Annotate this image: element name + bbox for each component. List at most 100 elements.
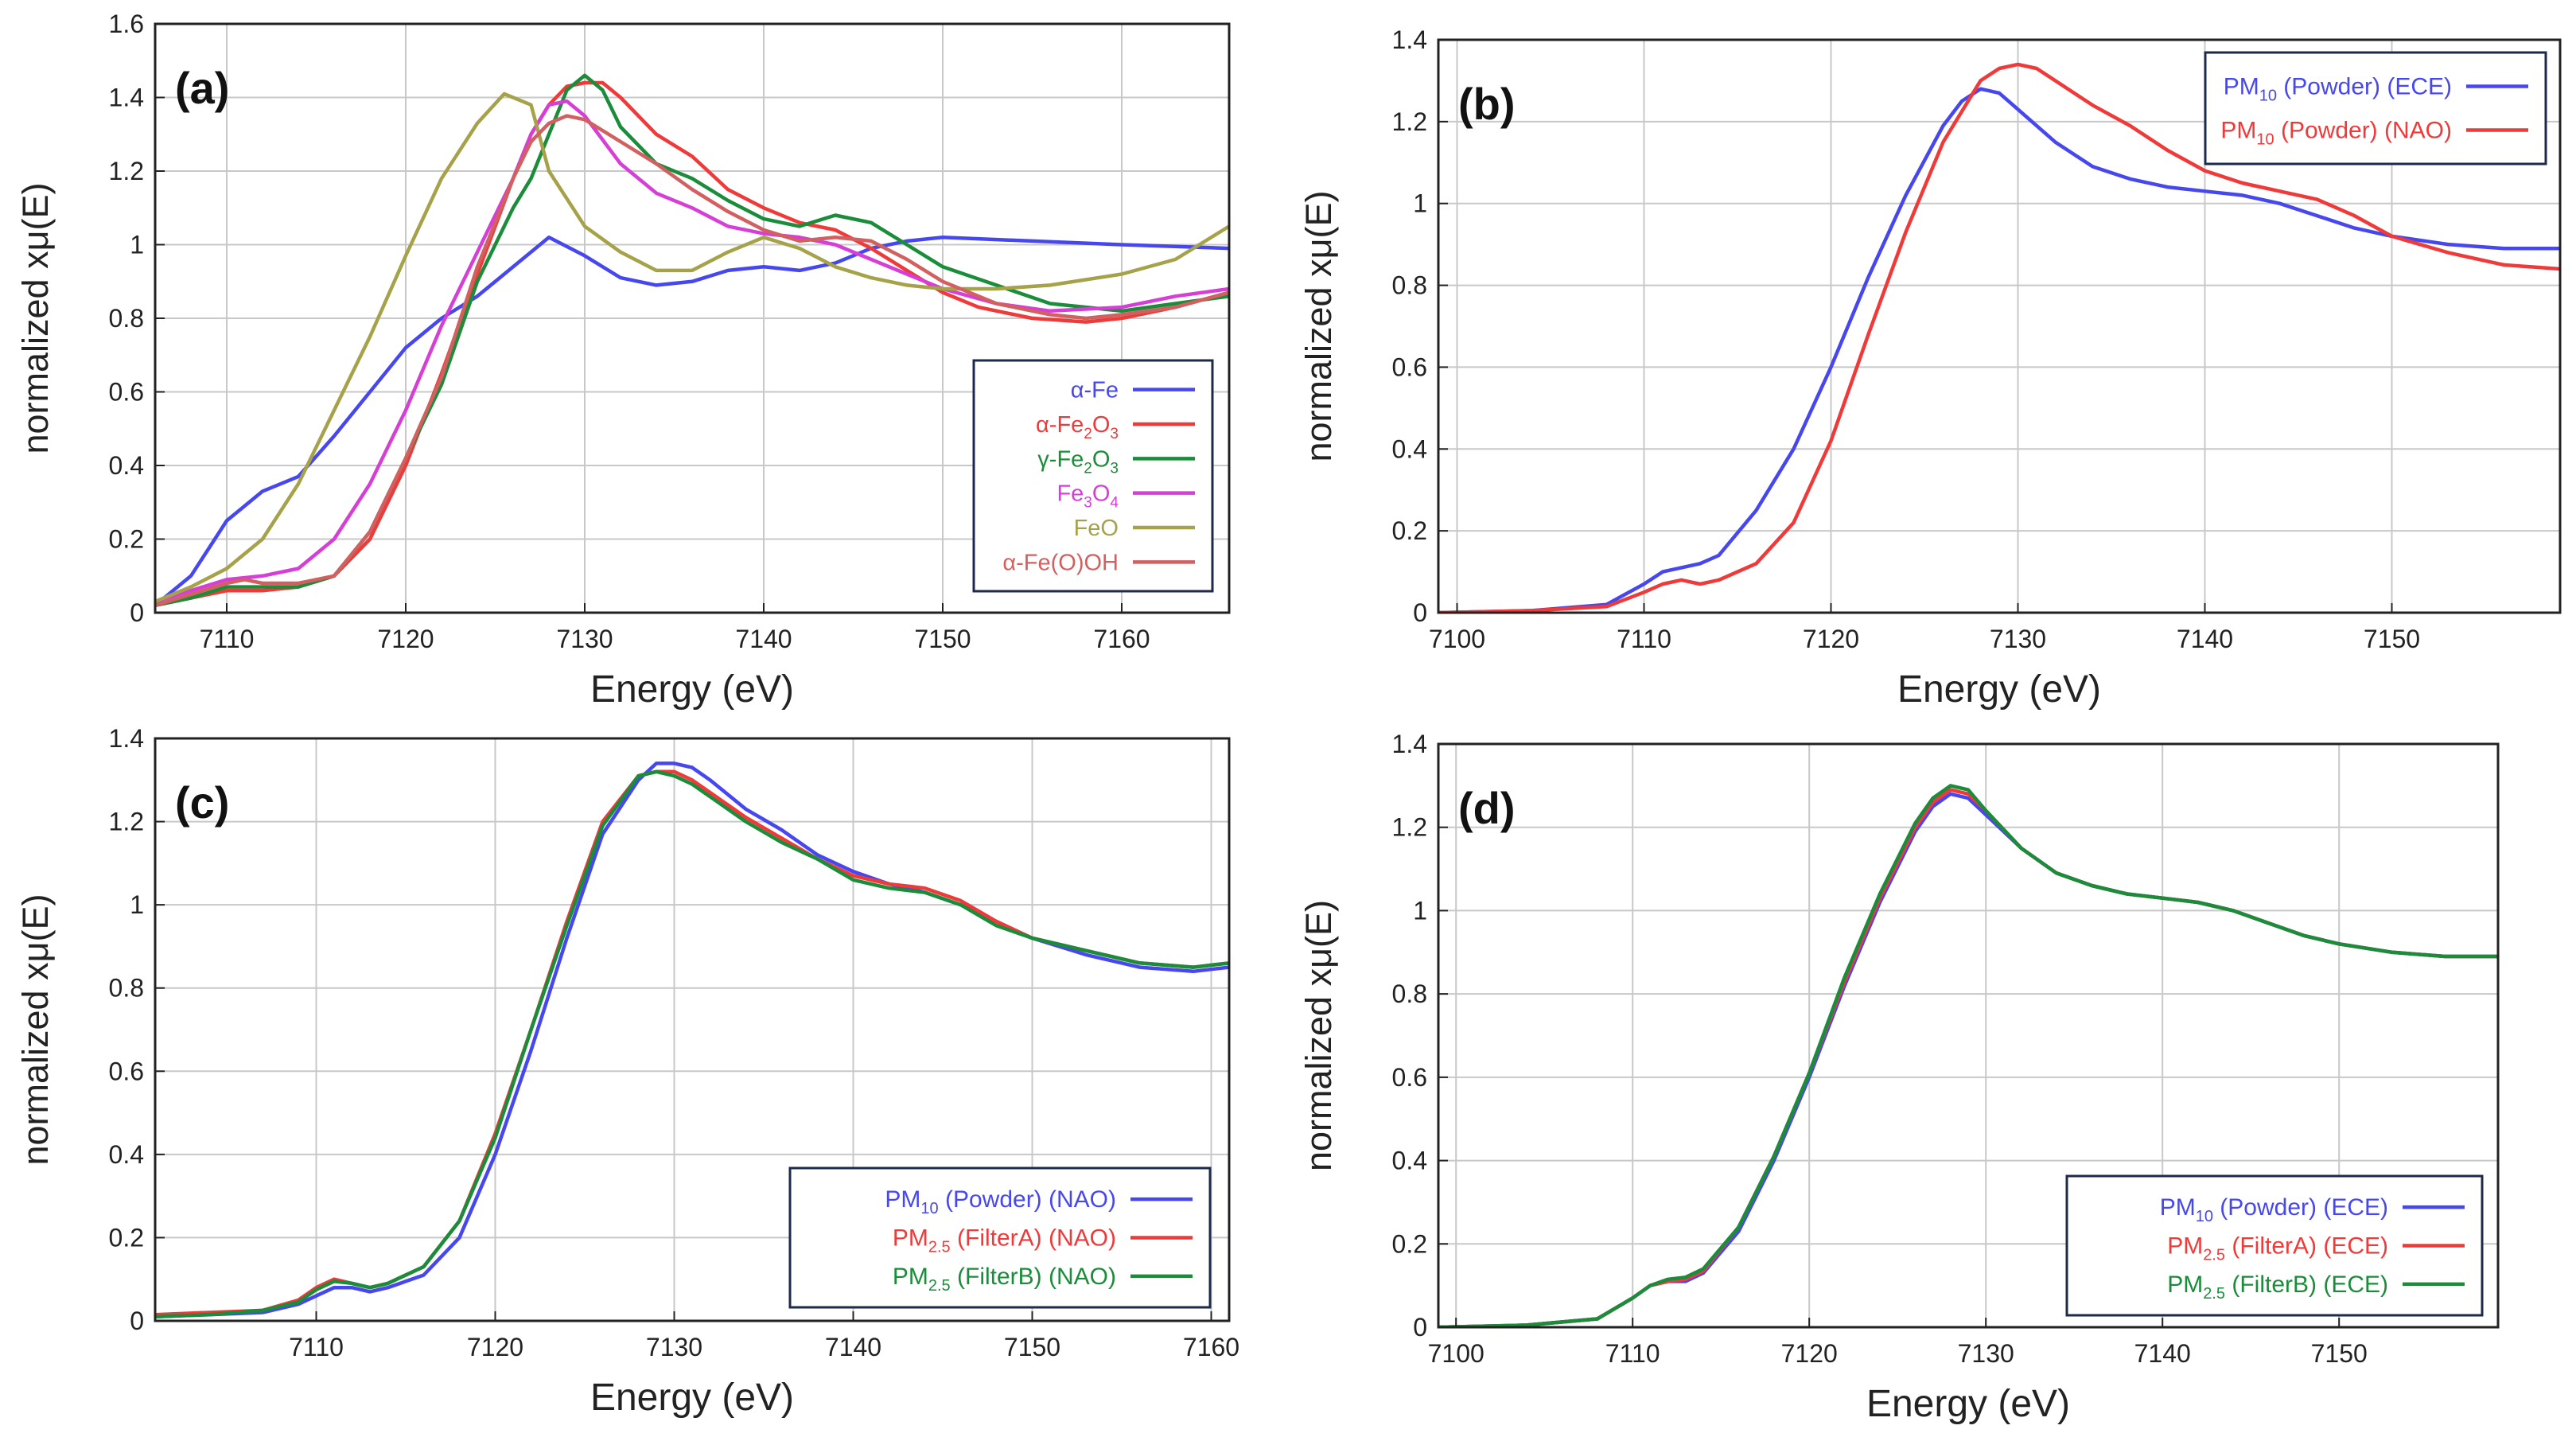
panel-d-x-axis-title: Energy (eV) <box>1866 1383 2070 1425</box>
panel-b-xtick-label: 7140 <box>2177 625 2233 653</box>
panel-c-ytick-label: 0.8 <box>109 974 144 1003</box>
panel-a-legend-entry-3: γ-Fe2O3 <box>1037 446 1119 477</box>
panel-a-y-axis-title-part-0: normalized x <box>15 251 56 454</box>
panel-c-label: (c) <box>175 777 229 828</box>
panel-c-x-axis-title: Energy (eV) <box>590 1377 794 1419</box>
panel-b-ytick-label: 0.8 <box>1392 271 1427 300</box>
panel-b-xtick-label: 7130 <box>1990 625 2046 653</box>
panel-c-frame <box>154 737 1231 1322</box>
panel-d-legend-entry-3-part-2: (FilterB) (ECE) <box>2225 1272 2388 1298</box>
panel-c-y-axis-title: normalized xμ(E) <box>15 894 56 1165</box>
panel-a-xtick-label: 7160 <box>1093 625 1150 653</box>
panel-a-y-axis-title-part-1: μ <box>15 230 56 251</box>
panel-a-series-group <box>155 73 1229 608</box>
panel-d-legend-entry-1-part-2: (Powder) (ECE) <box>2213 1194 2388 1221</box>
panel-d-ytick-label: 1.4 <box>1392 730 1427 758</box>
panel-a-legend-entry-2-part-3: 3 <box>1110 426 1119 442</box>
panel-c-legend-entry-1-part-0: PM <box>885 1186 920 1213</box>
panel-a-ytick-label: 0.6 <box>109 378 144 407</box>
panel-a-xtick-label: 7130 <box>556 625 613 653</box>
panel-a-legend-entry-1: α-Fe <box>1071 378 1119 403</box>
panel-d-legend-entry-2-part-2: (FilterA) (ECE) <box>2225 1233 2388 1260</box>
panel-a-ytick-label: 0 <box>130 598 144 627</box>
panel-a: 7110 7120 7130 7140 7150 7160 0 0.2 0.4 0.6 0.8 1 1.… <box>15 10 1231 711</box>
panel-a-series-6-line <box>155 114 1229 608</box>
panel-b-series-1-line <box>1438 87 2560 613</box>
panel-b-series-group <box>1438 62 2560 613</box>
panel-a-legend-entry-4-part-1: 3 <box>1084 495 1092 512</box>
panel-a-xtick-label: 7120 <box>377 625 434 653</box>
panel-d-y-axis-title-part-1: μ <box>1298 948 1339 968</box>
panel-d-label: (d) <box>1458 783 1516 833</box>
panel-d-legend-entry-2: PM2.5 (FilterA) (ECE) <box>2167 1233 2388 1264</box>
panel-a-legend-entry-4-part-2: O <box>1092 481 1111 507</box>
panel-a-ytick-label: 1.2 <box>109 157 144 185</box>
panel-b-label: (b) <box>1458 79 1516 129</box>
panel-b-legend-entry-1-part-0: PM <box>2224 74 2259 100</box>
panel-d-legend-entry-3-part-1: 2.5 <box>2203 1285 2225 1303</box>
panel-d-ytick-label: 1 <box>1413 896 1427 925</box>
panel-a-legend-entry-3-part-2: O <box>1092 446 1111 472</box>
panel-c-legend-entry-3-part-0: PM <box>893 1264 928 1290</box>
panel-d-y-axis-title-part-2: (E) <box>1298 900 1339 948</box>
panel-b-legend-entry-1-part-2: (Powder) (ECE) <box>2277 74 2452 100</box>
panel-a-legend-entry-2-part-1: 2 <box>1084 426 1092 442</box>
panel-b-y-axis-title: normalized xμ(E) <box>1298 190 1339 462</box>
panel-a-legend-entry-2: α-Fe2O3 <box>1036 412 1119 442</box>
panel-a-ytick-label: 1.4 <box>109 84 144 112</box>
panel-d-series-3-line <box>1438 784 2498 1327</box>
panel-d-ytick-label: 0.8 <box>1392 979 1427 1008</box>
panel-c-xtick-label: 7120 <box>467 1333 523 1361</box>
panel-a-series-4-line <box>155 99 1229 604</box>
panel-b-xtick-label: 7110 <box>1617 625 1671 653</box>
panel-d-ytick-label: 0 <box>1413 1313 1427 1342</box>
panel-c-ytick-label: 1.2 <box>109 808 144 836</box>
panel-c-legend-entry-1: PM10 (Powder) (NAO) <box>885 1186 1116 1217</box>
panel-d-frame <box>1437 742 2500 1329</box>
panel-c-series-group <box>155 761 1229 1319</box>
panel-b-ytick-label: 1.4 <box>1392 25 1427 54</box>
panel-c-legend-entry-2-part-0: PM <box>893 1225 928 1252</box>
panel-b-legend-entry-2: PM10 (Powder) (NAO) <box>2220 118 2452 149</box>
panel-d-xtick-label: 7120 <box>1781 1339 1838 1368</box>
panel-b-x-axis-title: Energy (eV) <box>1897 668 2101 711</box>
panel-a-ytick-label: 0.2 <box>109 525 144 554</box>
panel-d-ytick-label: 1.2 <box>1392 813 1427 842</box>
panel-a-xtick-label: 7110 <box>200 625 255 653</box>
panel-c-ytick-label: 0 <box>130 1307 144 1335</box>
panel-b-ytick-label: 0.4 <box>1392 434 1427 463</box>
panel-c-y-axis-title-part-1: μ <box>15 941 56 962</box>
panel-b-y-axis-title-part-2: (E) <box>1298 190 1339 238</box>
panel-a-xtick-label: 7140 <box>735 625 792 653</box>
panel-c-ytick-label: 1.4 <box>109 724 144 753</box>
panel-b-y-axis-title-part-1: μ <box>1298 238 1339 259</box>
panel-a-legend-entry-4-part-0: Fe <box>1056 481 1084 507</box>
panel-c-legend-entry-3-part-1: 2.5 <box>928 1277 951 1295</box>
panel-c-ytick-label: 1 <box>130 890 144 919</box>
panel-b-series-2-line <box>1438 62 2560 613</box>
panel-d-xtick-label: 7150 <box>2311 1339 2368 1368</box>
panel-d-xtick-label: 7140 <box>2134 1339 2191 1368</box>
panel-b-ytick-label: 0.2 <box>1392 516 1427 545</box>
panel-a-ytick-label: 0.4 <box>109 451 144 480</box>
panel-d-legend-entry-3: PM2.5 (FilterB) (ECE) <box>2167 1272 2388 1303</box>
panel-b-legend-entry-1: PM10 (Powder) (ECE) <box>2224 74 2452 105</box>
panel-c-legend-entry-2-part-2: (FilterA) (NAO) <box>951 1225 1116 1252</box>
panel-d-legend-entry-1-part-0: PM <box>2160 1194 2196 1221</box>
panel-a-label: (a) <box>175 63 229 113</box>
panel-b-legend-entry-2-part-2: (Powder) (NAO) <box>2274 118 2452 144</box>
panel-c-legend-entry-3: PM2.5 (FilterB) (NAO) <box>893 1264 1116 1295</box>
panel-b-ytick-label: 1 <box>1413 189 1427 218</box>
panel-d-ytick-label: 0.6 <box>1392 1063 1427 1092</box>
panel-c-xtick-label: 7140 <box>825 1333 881 1361</box>
panel-d-xtick-label: 7100 <box>1428 1339 1485 1368</box>
panel-a-legend-entry-6-part-0: α-Fe(O)OH <box>1002 550 1119 575</box>
panel-c-xtick-label: 7110 <box>289 1333 344 1361</box>
panel-d: 7100 7110 7120 7130 7140 7150 0 0.2 0.4 0.6 0.8 1 1.… <box>1298 730 2500 1425</box>
panel-c-legend-entry-2-part-1: 2.5 <box>928 1239 951 1256</box>
panel-a-xtick-label: 7150 <box>914 625 971 653</box>
panel-a-legend-entry-6: α-Fe(O)OH <box>1002 550 1119 575</box>
panel-b-legend-entry-2-part-1: 10 <box>2256 131 2274 149</box>
